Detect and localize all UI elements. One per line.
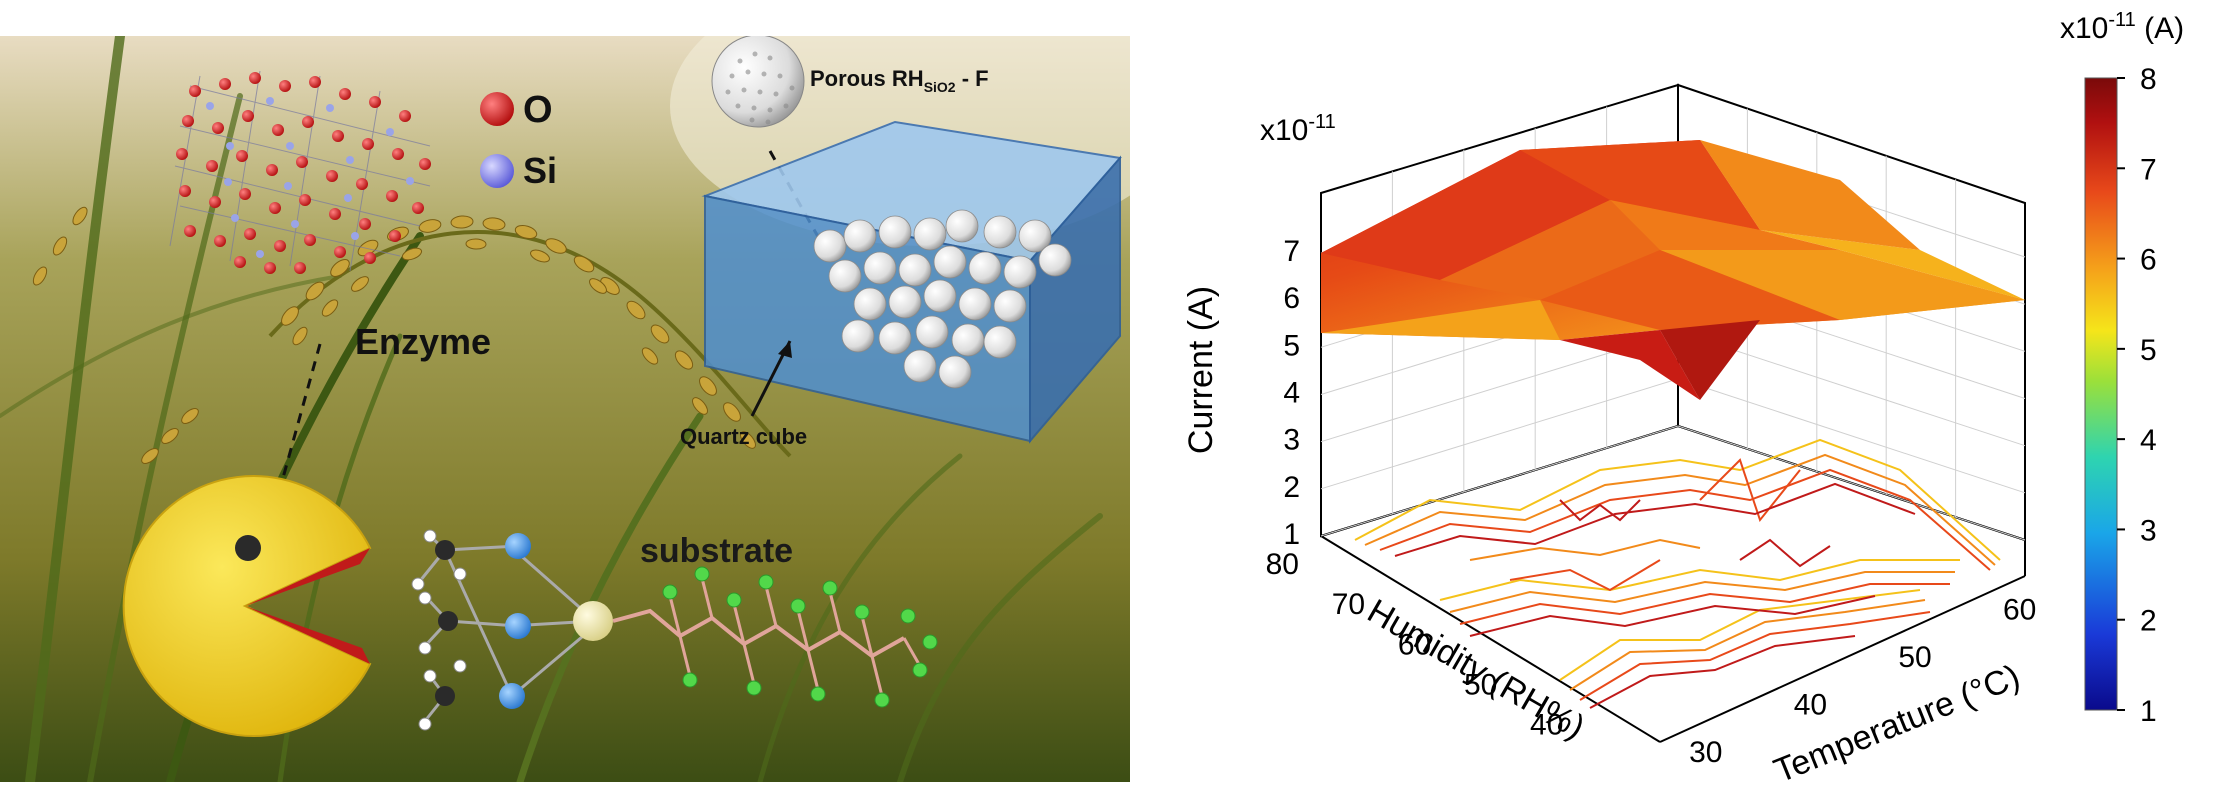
colorbar-tick-label: 7	[2140, 153, 2157, 186]
enzyme-label: Enzyme	[355, 321, 491, 362]
humidity-tick-label: 60	[1398, 628, 1431, 661]
z-tick-label: 2	[1283, 471, 1300, 504]
colorbar-ticks: 8 7 6 5 4 3 2 1	[2117, 63, 2157, 728]
colorbar-title: x10-11 (A)	[2060, 9, 2184, 45]
contour-floor	[1354, 438, 2001, 709]
colorbar-tick-label: 1	[2140, 695, 2157, 728]
temperature-tick-label: 40	[1794, 688, 1827, 721]
colorbar-tick-label: 8	[2140, 63, 2157, 96]
colorbar-tick-label: 3	[2140, 514, 2157, 547]
humidity-tick-label: 80	[1266, 548, 1299, 581]
humidity-tick-label: 50	[1464, 669, 1497, 702]
colorbar-tick-label: 6	[2140, 244, 2157, 277]
humidity-axis-label: Humidity (RH%)	[1361, 592, 1591, 747]
z-axis-label: Current (A)	[1182, 286, 1220, 454]
humidity-tick-label: 40	[1530, 709, 1563, 742]
silicon-label: Si	[523, 150, 557, 191]
z-gridline	[1677, 425, 2026, 541]
illustration-panel: O Si Porous RHSiO2 - F	[0, 36, 1130, 782]
z-tick-label: 7	[1283, 235, 1300, 268]
temperature-axis-label: Temperature (°C)	[1769, 657, 2025, 790]
z-axis-ticks: 1 2 3 4 5 6 7	[1283, 235, 1300, 551]
z-tick-label: 1	[1283, 518, 1300, 551]
z-tick-label: 3	[1283, 424, 1300, 457]
colorbar-tick-label: 5	[2140, 334, 2157, 367]
temperature-tick-label: 50	[1898, 641, 1931, 674]
colorbar-tick-label: 2	[2140, 605, 2157, 638]
cube-arrowhead-icon	[778, 341, 792, 358]
temperature-axis-ticks: 30 40 50 60	[1689, 593, 2036, 769]
current-surface	[1321, 140, 2025, 400]
z-gridline	[1320, 425, 1679, 537]
oxygen-atom-icon	[480, 92, 514, 126]
quartz-cube-label: Quartz cube	[680, 424, 807, 449]
porous-sphere-icon	[711, 36, 805, 128]
humidity-tick-label: 70	[1332, 588, 1365, 621]
rice-field-illustration: O Si Porous RHSiO2 - F	[0, 36, 1130, 782]
colorbar-tick-label: 4	[2140, 424, 2157, 457]
z-tick-label: 5	[1283, 329, 1300, 362]
pacman-enzyme-icon	[122, 475, 372, 737]
enzyme-leader-line	[276, 343, 322, 497]
oxygen-label: O	[523, 89, 553, 131]
porous-label: Porous RHSiO2 - F	[810, 66, 989, 95]
temperature-tick-label: 60	[2003, 593, 2036, 626]
colorbar	[2084, 77, 2118, 711]
quartz-cube	[701, 120, 1122, 444]
z-tick-label: 6	[1283, 282, 1300, 315]
z-gridline	[1677, 378, 2026, 494]
surface-chart-panel: 1 2 3 4 5 6 7 80 70 60 50 40 30 40 50 60 x10-11 Curre…	[1140, 0, 2213, 798]
temperature-tick-label: 30	[1689, 736, 1722, 769]
humidity-axis-ticks: 80 70 60 50 40	[1266, 548, 1564, 742]
z-tick-label: 4	[1283, 377, 1300, 410]
z-gridline	[1320, 378, 1679, 490]
sio2-lattice	[169, 70, 431, 274]
silicon-atom-icon	[480, 154, 514, 188]
surface-chart: 1 2 3 4 5 6 7 80 70 60 50 40 30 40 50 60 x10-11 Curre…	[1182, 9, 2184, 790]
substrate-label: substrate	[640, 532, 793, 570]
substrate-molecule	[411, 529, 938, 731]
z-multiplier: x10-11	[1260, 111, 1336, 147]
